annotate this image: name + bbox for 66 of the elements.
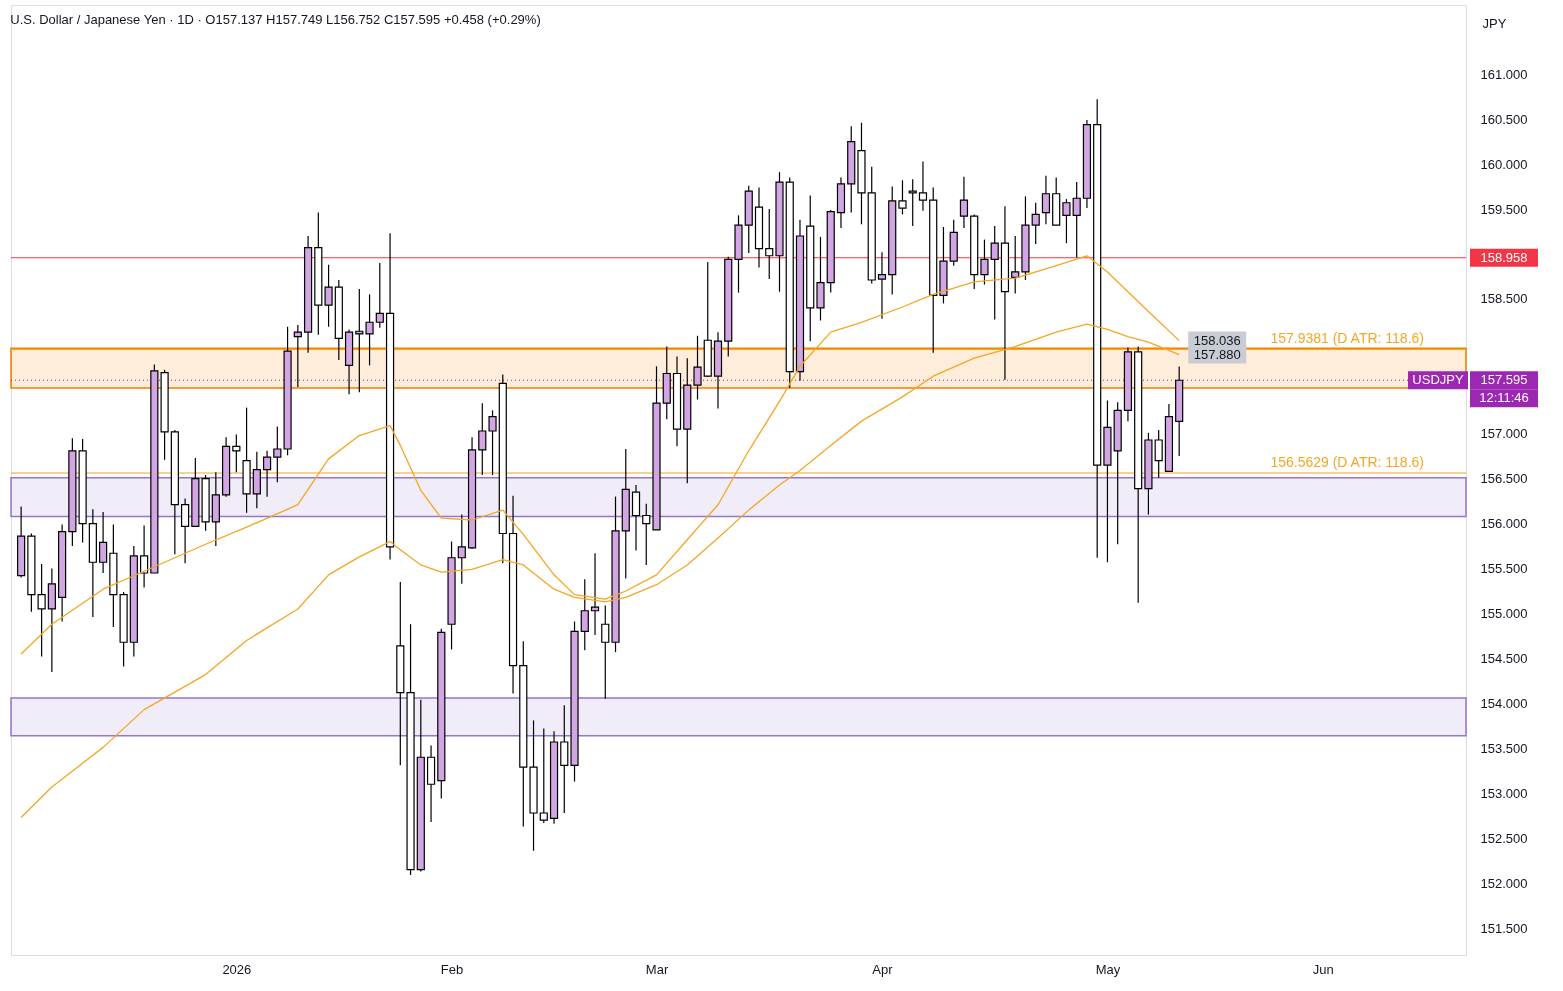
- candlestick: [560, 704, 569, 814]
- annotation: 157.9381 (D ATR: 118.6): [1270, 330, 1424, 347]
- candlestick: [765, 208, 774, 280]
- candlestick: [1072, 181, 1081, 259]
- candlestick: [273, 425, 282, 483]
- candlestick: [355, 288, 364, 393]
- data-label: 158.036: [1193, 332, 1241, 348]
- y-tick-label: 161.000: [1480, 66, 1528, 82]
- candlestick: [457, 514, 466, 585]
- candlestick: [375, 262, 384, 329]
- candlestick: [631, 484, 641, 552]
- y-axis-title: JPY: [1482, 15, 1507, 31]
- candlestick: [324, 264, 333, 328]
- candlestick: [693, 335, 702, 401]
- y-tick-label: 160.000: [1480, 156, 1528, 172]
- y-tick-label: 156.000: [1480, 516, 1528, 532]
- candlestick: [365, 293, 374, 367]
- candlestick: [918, 160, 928, 212]
- y-tick-label: 154.500: [1480, 650, 1528, 666]
- candlestick: [908, 178, 917, 227]
- text: 12:11:46: [1479, 390, 1529, 406]
- candlestick: [898, 179, 907, 216]
- data-label: 157.880: [1193, 346, 1241, 362]
- x-tick-label: 2026: [222, 961, 252, 977]
- candlestick: [642, 503, 651, 566]
- candlestick: [959, 176, 969, 229]
- ref-line-label: 158.958: [1480, 249, 1528, 265]
- annotation: 156.5629 (D ATR: 118.6): [1270, 454, 1424, 470]
- ref-line-label: 157.595: [1480, 372, 1528, 388]
- text: U.S. Dollar / Japanese Yen · 1D · O157.137 H157.749 L156.752 C157.595 +0.458 (+0.29%): [10, 12, 541, 27]
- candlestick: [539, 727, 548, 824]
- candlestick: [980, 238, 989, 286]
- candlestick: [601, 604, 610, 700]
- candlestick: [99, 511, 108, 574]
- y-tick-label: 153.500: [1480, 740, 1528, 756]
- candlestick: [1031, 202, 1040, 245]
- annotation: USDJPY: [1412, 372, 1464, 388]
- candlestick: [1154, 429, 1163, 479]
- y-tick-label: 158.500: [1480, 291, 1528, 307]
- candlestick: [140, 524, 149, 588]
- x-tick-label: Apr: [872, 961, 894, 977]
- x-tick-label: Jun: [1312, 961, 1334, 977]
- candlestick: [877, 251, 887, 320]
- x-tick-label: Feb: [440, 961, 464, 977]
- y-tick-label: 156.500: [1480, 471, 1528, 487]
- y-tick-label: 155.500: [1480, 561, 1528, 577]
- candlestick: [478, 402, 487, 476]
- candlestick: [990, 225, 999, 321]
- candlestick: [1011, 235, 1020, 295]
- y-tick-label: 154.000: [1480, 695, 1528, 711]
- y-tick-label: 157.000: [1480, 426, 1528, 442]
- candlestick: [488, 409, 497, 476]
- candlestick: [1062, 198, 1071, 244]
- candlestick: [181, 497, 190, 564]
- y-tick-label: 159.500: [1480, 201, 1528, 217]
- candlestick: [580, 578, 589, 651]
- candlestick: [262, 450, 272, 498]
- x-tick-label: May: [1095, 961, 1121, 977]
- y-tick-label: 151.500: [1480, 920, 1528, 936]
- y-tick-label: 152.000: [1480, 875, 1528, 891]
- candlestick: [1041, 175, 1051, 225]
- x-tick-label: Mar: [645, 961, 669, 977]
- y-tick-label: 160.500: [1480, 111, 1528, 127]
- y-tick-label: 152.500: [1480, 830, 1528, 846]
- y-tick-label: 155.000: [1480, 605, 1528, 621]
- y-tick-label: 153.000: [1480, 785, 1528, 801]
